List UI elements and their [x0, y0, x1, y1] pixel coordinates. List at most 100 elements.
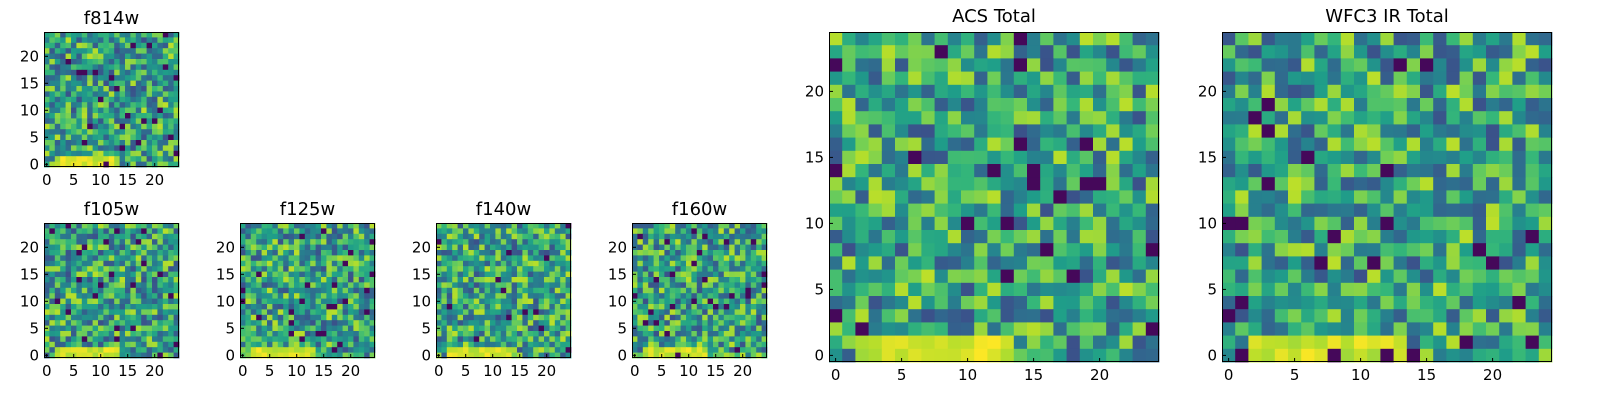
heatmap-cell	[452, 304, 458, 310]
heatmap-cell	[135, 228, 142, 235]
heatmap-cell	[162, 255, 169, 262]
heatmap-cell	[294, 223, 300, 229]
heatmap-cell	[490, 325, 496, 332]
heatmap-cell	[141, 298, 147, 305]
heatmap-cell	[1053, 282, 1067, 297]
heatmap-cell	[500, 341, 507, 348]
heatmap-cell	[54, 298, 61, 305]
heatmap-cell	[1486, 256, 1500, 270]
heatmap-cell	[81, 48, 88, 54]
heatmap-cell	[696, 260, 703, 267]
heatmap-cell	[358, 271, 365, 278]
heatmap-cell	[457, 277, 464, 283]
heatmap-cell	[135, 64, 142, 71]
heatmap-cell	[691, 239, 698, 245]
heatmap-cell	[669, 304, 676, 310]
heatmap-cell	[947, 137, 962, 152]
heatmap-cell	[713, 223, 719, 229]
heatmap-cell	[1459, 309, 1474, 323]
heatmap-cell	[49, 239, 56, 245]
heatmap-cell	[1472, 32, 1487, 46]
heatmap-cell	[500, 347, 507, 353]
heatmap-cell	[267, 336, 273, 343]
heatmap-cell	[729, 282, 735, 289]
heatmap-cell	[734, 304, 741, 310]
heatmap-cell	[1066, 348, 1081, 363]
heatmap-cell	[500, 287, 507, 294]
heatmap-cell	[842, 164, 856, 178]
heatmap-cell	[65, 325, 72, 332]
heatmap-cell	[868, 309, 883, 323]
heatmap-cell	[1380, 243, 1394, 257]
heatmap-cell	[691, 271, 698, 278]
heatmap-cell	[734, 336, 741, 343]
heatmap-cell	[1525, 32, 1540, 46]
heatmap-cell	[130, 107, 137, 114]
heatmap-cell	[1079, 84, 1094, 99]
heatmap-cell	[707, 244, 714, 251]
heatmap-cell	[1472, 322, 1487, 336]
heatmap-cell	[479, 325, 485, 332]
heatmap-cell	[114, 42, 120, 49]
heatmap-cell	[653, 228, 660, 235]
heatmap-cell	[130, 75, 137, 81]
heatmap-cell	[173, 320, 180, 326]
heatmap-cell	[108, 107, 115, 114]
heatmap-cell	[756, 282, 762, 289]
heatmap-cell	[87, 223, 93, 229]
heatmap-cell	[723, 239, 730, 245]
heatmap-cell	[659, 223, 665, 229]
heatmap-cell	[1380, 58, 1394, 72]
heatmap-cell	[162, 304, 169, 310]
heatmap-cell	[342, 331, 349, 337]
heatmap-cell	[479, 341, 485, 348]
heatmap-cell	[1525, 203, 1540, 218]
heatmap-cell	[1354, 322, 1368, 336]
heatmap-cell	[729, 223, 735, 229]
heatmap-cell	[637, 341, 644, 348]
heatmap-cell	[457, 347, 464, 353]
heatmap-cell	[637, 320, 644, 326]
heatmap-cell	[135, 309, 142, 316]
heatmap-cell	[1340, 124, 1355, 138]
heatmap-cell	[554, 293, 561, 299]
heatmap-cell	[135, 107, 142, 114]
heatmap-cell	[463, 341, 469, 348]
heatmap-cell	[240, 239, 246, 245]
heatmap-cell	[1248, 230, 1262, 244]
heatmap-cell	[65, 37, 72, 44]
heatmap-cell	[369, 233, 376, 240]
heatmap-cell	[103, 123, 110, 130]
heatmap-cell	[54, 347, 61, 353]
heatmap-cell	[511, 336, 518, 343]
heatmap-cell	[348, 260, 354, 267]
heatmap-cell	[1538, 230, 1553, 244]
heatmap-cell	[369, 325, 376, 332]
heatmap-cell	[114, 80, 120, 87]
heatmap-cell	[272, 260, 279, 267]
heatmap-cell	[71, 341, 77, 348]
heatmap-cell	[103, 260, 110, 267]
heatmap-cell	[718, 260, 725, 267]
heatmap-cell	[675, 309, 681, 316]
heatmap-cell	[1079, 58, 1094, 72]
heatmap-cell	[868, 256, 883, 270]
heatmap-cell	[315, 271, 322, 278]
heatmap-cell	[81, 352, 88, 359]
heatmap-cell	[272, 298, 279, 305]
heatmap-cell	[707, 352, 714, 359]
heatmap-cell	[81, 140, 88, 146]
heatmap-cell	[108, 223, 115, 229]
heatmap-cell	[729, 314, 735, 321]
heatmap-cell	[527, 271, 534, 278]
heatmap-cell	[1013, 164, 1028, 178]
heatmap-cell	[1512, 58, 1526, 72]
heatmap-cell	[342, 228, 349, 235]
heatmap-cell	[369, 255, 376, 262]
heatmap-cell	[642, 331, 649, 337]
heatmap-cell	[554, 309, 561, 316]
heatmap-cell	[713, 341, 719, 348]
heatmap-cell	[364, 287, 370, 294]
heatmap-cell	[829, 216, 843, 231]
heatmap-cell	[1525, 230, 1540, 244]
